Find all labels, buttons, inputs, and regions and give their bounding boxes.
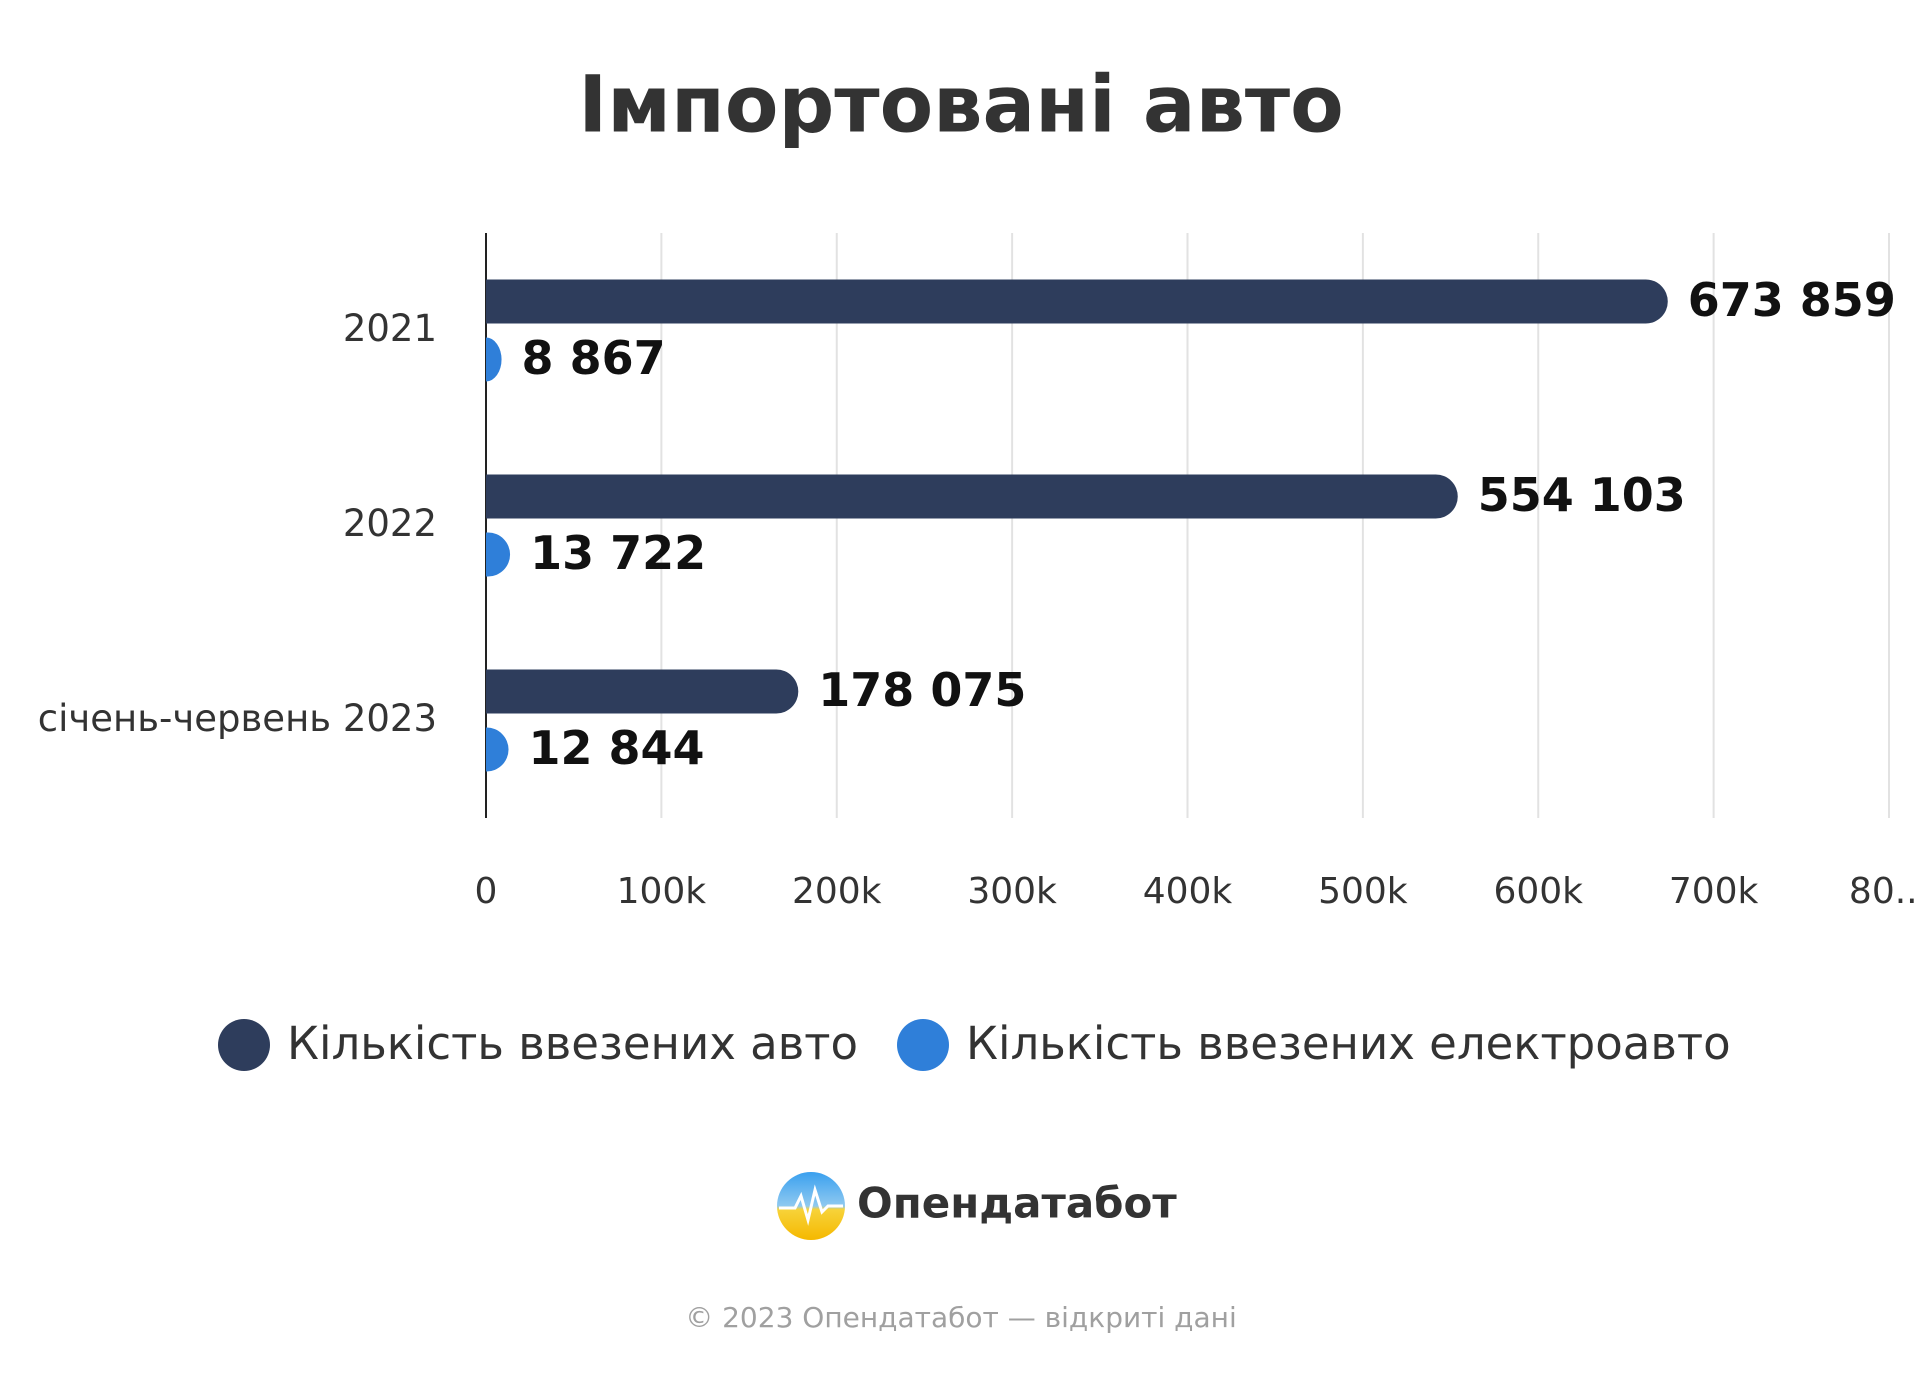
- x-tick-label: 200k: [792, 871, 882, 912]
- logo: Опендатабот: [777, 1172, 1177, 1240]
- y-tick-label: січень-червень 2023: [38, 697, 437, 740]
- value-label: 673 859: [1688, 273, 1896, 327]
- value-label: 178 075: [818, 663, 1026, 717]
- copyright: © 2023 Опендатабот — відкриті дані: [685, 1301, 1237, 1334]
- x-tick-label: 700k: [1669, 871, 1759, 912]
- x-tick-label: 80...: [1849, 871, 1920, 912]
- chart-title: Імпортовані авто: [578, 60, 1343, 150]
- y-tick-label: 2021: [343, 307, 437, 350]
- legend-label: Кількість ввезених авто: [287, 1017, 858, 1070]
- bar: [486, 337, 502, 382]
- value-label: 554 103: [1478, 468, 1686, 522]
- value-label: 8 867: [522, 331, 666, 385]
- x-tick-label: 400k: [1143, 871, 1233, 912]
- bar: [486, 532, 511, 577]
- x-tick-label: 100k: [617, 871, 707, 912]
- x-tick-label: 300k: [967, 871, 1057, 912]
- logo-text: Опендатабот: [857, 1179, 1177, 1228]
- x-tick-label: 0: [475, 871, 498, 912]
- bar: [486, 474, 1458, 519]
- bar: [486, 669, 799, 714]
- legend-label: Кількість ввезених електроавто: [966, 1017, 1731, 1070]
- legend-marker: [218, 1019, 270, 1071]
- bar: [486, 727, 509, 772]
- x-tick-label: 600k: [1493, 871, 1583, 912]
- bar: [486, 279, 1668, 324]
- legend-marker: [897, 1019, 949, 1071]
- x-tick-label: 500k: [1318, 871, 1408, 912]
- logo-pulse: [779, 1184, 843, 1226]
- y-tick-label: 2022: [343, 502, 437, 545]
- value-label: 13 722: [530, 526, 706, 580]
- value-label: 12 844: [529, 721, 705, 775]
